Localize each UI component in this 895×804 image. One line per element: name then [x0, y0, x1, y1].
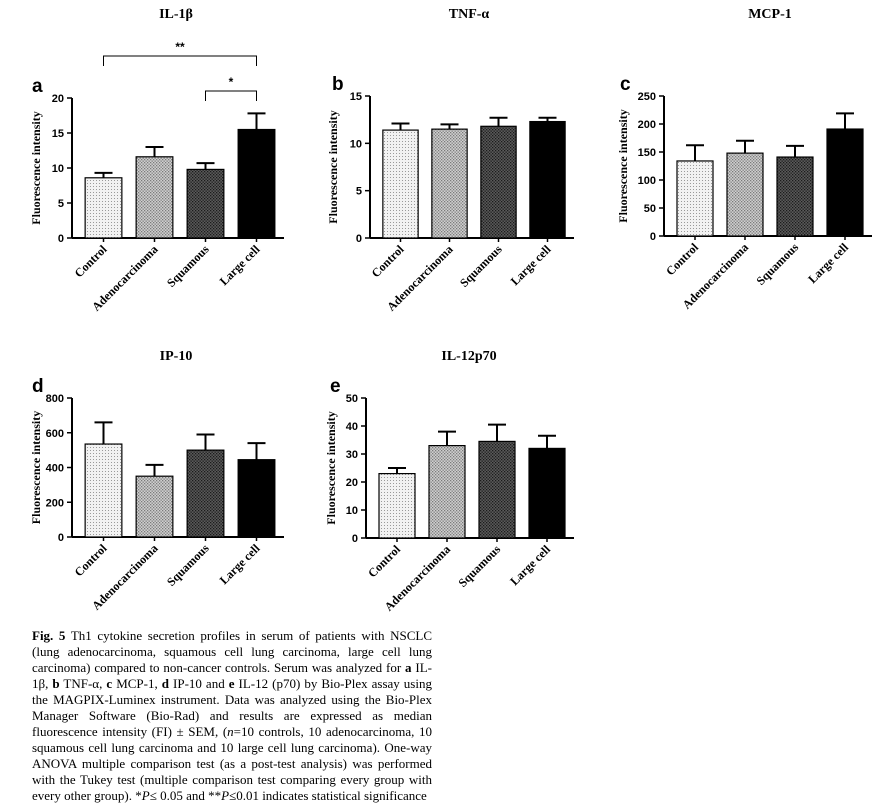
y-tick-label: 30	[346, 449, 358, 461]
figure-caption: Fig. 5 Th1 cytokine secretion profiles i…	[32, 628, 432, 803]
bar	[676, 160, 714, 237]
y-tick-label: 10	[350, 138, 362, 150]
y-tick-label: 15	[350, 91, 362, 103]
panel-letter: a	[32, 76, 43, 97]
y-tick-label: 600	[46, 428, 64, 440]
x-tick-label: Squamous	[457, 242, 505, 290]
y-tick-label: 0	[352, 533, 358, 545]
x-tick-label: Large cell	[217, 242, 263, 288]
y-axis-label: Fluorescence intensity	[324, 411, 338, 524]
y-tick-label: 150	[638, 147, 656, 159]
y-tick-label: 5	[58, 198, 64, 210]
y-axis-label: Fluorescence intensity	[326, 110, 340, 223]
significance-label: *	[229, 75, 234, 89]
y-tick-label: 50	[346, 393, 358, 405]
bar	[528, 447, 566, 539]
bar	[186, 168, 225, 239]
bar	[480, 125, 517, 239]
significance-bracket	[103, 55, 257, 66]
x-tick-label: Squamous	[164, 242, 212, 290]
figure-canvas: IL-1β a Fluorescence intensity 0 5 10 15 20 Cont…	[29, 7, 872, 614]
bar	[186, 449, 225, 538]
y-tick-label: 20	[346, 477, 358, 489]
x-tick-label: Large cell	[217, 541, 263, 587]
y-axis-label: Fluorescence intensity	[29, 111, 43, 224]
panel-title: IL-12p70	[441, 349, 496, 364]
x-tick-label: Control	[369, 242, 407, 280]
significance-bracket	[205, 90, 257, 101]
y-tick-label: 0	[650, 231, 656, 243]
y-tick-label: 0	[356, 233, 362, 245]
panel-title: TNF-α	[449, 7, 490, 22]
bar	[135, 475, 174, 538]
bar	[776, 156, 814, 237]
y-tick-label: 5	[356, 186, 362, 198]
panel-letter: c	[620, 74, 631, 95]
y-tick-label: 0	[58, 532, 64, 544]
x-tick-label: Control	[663, 240, 701, 278]
panel-letter: d	[32, 376, 44, 397]
bar	[529, 120, 566, 239]
y-tick-label: 200	[46, 497, 64, 509]
bar	[84, 177, 123, 239]
bar	[237, 459, 276, 538]
y-tick-label: 200	[638, 119, 656, 131]
bar	[84, 443, 123, 538]
x-tick-label: Squamous	[455, 542, 503, 590]
y-tick-label: 10	[52, 163, 64, 175]
x-tick-label: Large cell	[508, 242, 554, 288]
y-tick-label: 20	[52, 93, 64, 105]
x-tick-label: Control	[365, 542, 403, 580]
panel-title: IL-1β	[159, 7, 193, 22]
y-axis-label: Fluorescence intensity	[616, 109, 630, 222]
x-tick-label: Large cell	[507, 542, 553, 588]
bar	[378, 473, 416, 539]
bar	[431, 128, 468, 239]
y-tick-label: 400	[46, 463, 64, 475]
x-tick-label: Large cell	[805, 240, 851, 286]
y-tick-label: 50	[644, 203, 656, 215]
panel-title: MCP-1	[748, 7, 792, 22]
y-tick-label: 100	[638, 175, 656, 187]
y-tick-label: 40	[346, 421, 358, 433]
y-tick-label: 0	[58, 233, 64, 245]
significance-label: **	[175, 40, 185, 54]
x-tick-label: Control	[72, 242, 110, 280]
bar	[826, 128, 864, 237]
y-tick-label: 15	[52, 128, 64, 140]
caption-label: Fig. 5	[32, 628, 66, 643]
x-tick-label: Squamous	[753, 240, 801, 288]
panel-title: IP-10	[160, 349, 193, 364]
panel-letter: e	[330, 376, 341, 397]
bar	[726, 152, 764, 237]
y-tick-label: 10	[346, 505, 358, 517]
x-tick-label: Squamous	[164, 541, 212, 589]
bar	[135, 156, 174, 239]
bar	[478, 440, 516, 539]
y-tick-label: 250	[638, 91, 656, 103]
bar	[237, 128, 276, 239]
panel-letter: b	[332, 74, 344, 95]
bar	[382, 129, 419, 239]
x-tick-label: Control	[72, 541, 110, 579]
y-axis-label: Fluorescence intensity	[29, 411, 43, 524]
y-tick-label: 800	[46, 393, 64, 405]
bar	[428, 445, 466, 539]
